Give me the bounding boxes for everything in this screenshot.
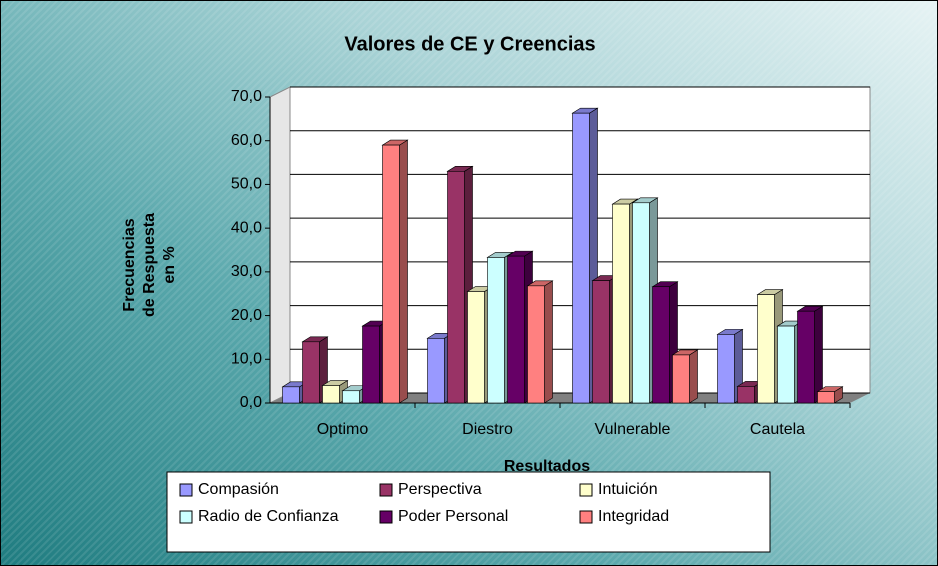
bar-side [544,280,553,404]
x-tick-label: Cautela [750,421,805,438]
legend-swatch [379,510,393,524]
chart-title: Valores de CE y Creencias [344,33,595,55]
legend [166,471,771,553]
bar [447,171,465,404]
bar [302,341,320,404]
legend-swatch [579,483,593,497]
bar-side [689,349,698,404]
legend-label: Integridad [598,508,669,525]
bar [282,386,300,404]
bar [797,310,815,404]
y-tick-label: 0,0 [240,394,262,411]
y-tick-label: 50,0 [231,176,262,193]
y-axis-label-line: Frecuencias [121,218,138,311]
bar [737,386,755,404]
bar [322,385,340,404]
bar [592,280,610,404]
y-axis-label-line: de Respuesta [141,213,158,317]
bar [817,391,835,404]
bar [612,203,630,404]
bar [382,144,400,404]
legend-swatch [179,483,193,497]
x-axis-label: Resultados [504,458,590,475]
legend-swatch [379,483,393,497]
legend-label: Radio de Confianza [198,508,339,525]
bar-side [399,139,408,404]
y-tick-label: 30,0 [231,263,262,280]
bar [672,354,690,404]
bar [717,334,735,404]
legend-label: Intuición [598,481,658,498]
bar [652,286,670,404]
bar-side [814,305,823,404]
y-tick-label: 20,0 [231,307,262,324]
y-tick-label: 40,0 [231,219,262,236]
bar [632,202,650,404]
x-tick-label: Diestro [462,421,513,438]
x-tick-label: Optimo [317,421,369,438]
bar [362,325,380,404]
y-tick-label: 60,0 [231,132,262,149]
bar [527,285,545,404]
legend-label: Perspectiva [398,481,482,498]
x-tick-label: Vulnerable [595,421,671,438]
legend-swatch [579,510,593,524]
legend-label: Compasión [198,481,279,498]
y-axis-label: Frecuencias de Respuesta en % [121,213,178,317]
bar [487,257,505,404]
bar [777,325,795,404]
bar [467,291,485,404]
bar [507,255,525,404]
y-tick-label: 70,0 [231,88,262,105]
legend-label: Poder Personal [398,508,508,525]
side-wall [269,86,291,404]
bar [427,338,445,404]
y-tick-label: 10,0 [231,351,262,368]
y-axis-label-line: en % [161,246,178,283]
bar [572,112,590,404]
legend-swatch [179,510,193,524]
bar [757,294,775,404]
bar [342,390,360,404]
